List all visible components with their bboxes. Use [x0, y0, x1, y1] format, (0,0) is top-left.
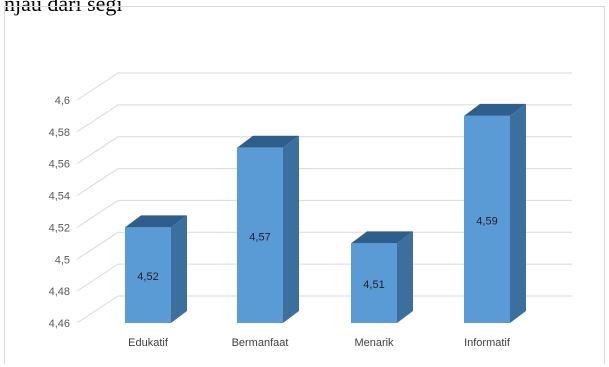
grid-depth-line [76, 200, 119, 228]
data-label: 4,52 [137, 271, 158, 283]
bar-top [125, 215, 187, 228]
bar [351, 243, 397, 323]
grid-depth-line [76, 104, 119, 133]
bar [237, 147, 283, 323]
data-label: 4,51 [363, 279, 384, 291]
x-tick-label: Bermanfaat [232, 337, 289, 349]
data-label: 4,57 [249, 231, 270, 243]
x-tick-label: Informatif [464, 337, 511, 349]
chart-frame [4, 6, 605, 364]
grid-depth-line [76, 72, 119, 101]
bar-top [351, 231, 413, 244]
x-tick-label: Menarik [354, 337, 394, 349]
y-tick-label: 4,56 [49, 159, 70, 171]
grid-depth-line [76, 263, 119, 292]
bar-top [464, 103, 526, 116]
grid-depth-line [76, 168, 119, 196]
bar [125, 227, 171, 323]
grid-depth-line [76, 136, 119, 165]
y-tick-label: 4,5 [55, 254, 70, 266]
y-tick-label: 4,6 [55, 95, 70, 107]
bar [464, 115, 510, 323]
grid-depth-line [76, 295, 119, 324]
y-tick-label: 4,58 [49, 127, 70, 139]
y-tick-label: 4,46 [49, 318, 70, 330]
bar-side [171, 215, 187, 323]
y-tick-label: 4,48 [49, 286, 70, 298]
bar-top [237, 135, 299, 148]
caption-text: njau dari segi [4, 0, 123, 16]
bar-side [510, 103, 526, 323]
y-tick-label: 4,52 [49, 222, 70, 234]
bar-side [283, 135, 299, 323]
grid-depth-line [76, 231, 119, 260]
bar-side [397, 231, 413, 323]
y-tick-label: 4,54 [49, 191, 70, 203]
x-tick-label: Edukatif [128, 337, 169, 349]
data-label: 4,59 [476, 215, 497, 227]
